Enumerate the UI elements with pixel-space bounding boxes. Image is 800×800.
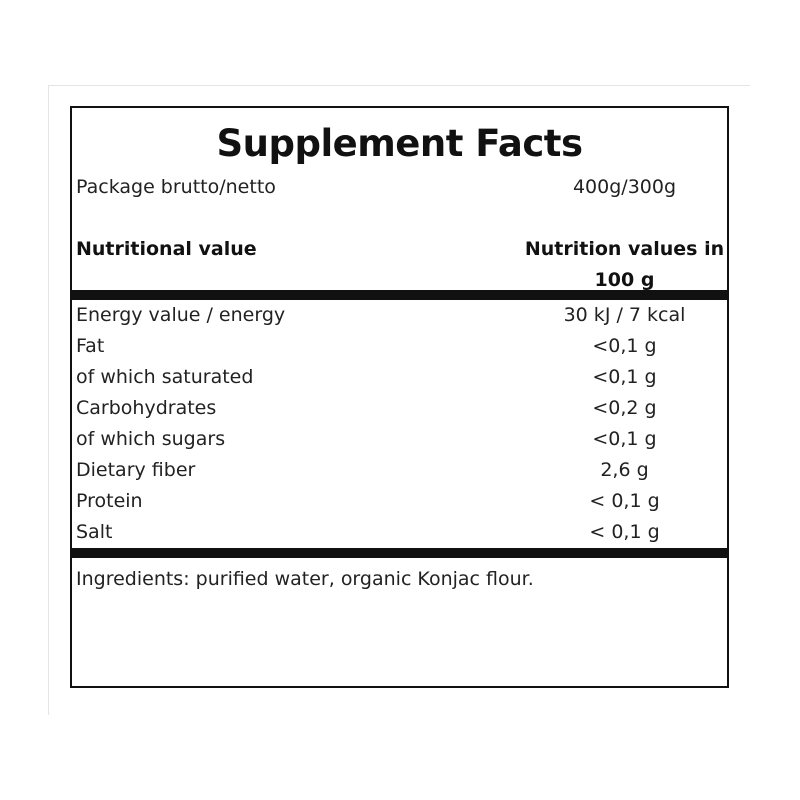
nutrition-row: of which sugars <0,1 g bbox=[72, 426, 727, 457]
supplement-facts-label: Supplement Facts Package brutto/netto 40… bbox=[70, 106, 729, 688]
nutrition-row: of which saturated <0,1 g bbox=[72, 364, 727, 395]
nutrient-name: Fat bbox=[76, 335, 105, 357]
nutrient-name: Salt bbox=[76, 521, 113, 543]
nutrition-row: Dietary fiber 2,6 g bbox=[72, 457, 727, 488]
nutrient-value: 2,6 g bbox=[600, 459, 649, 481]
nutrient-value: 30 kJ / 7 kcal bbox=[563, 304, 686, 326]
ingredients-text: Ingredients: purified water, organic Kon… bbox=[76, 568, 534, 590]
package-value: 400g/300g bbox=[572, 176, 677, 198]
nutrient-value: <0,1 g bbox=[592, 335, 657, 357]
nutrient-name: of which saturated bbox=[76, 366, 254, 388]
nutrition-row: Energy value / energy 30 kJ / 7 kcal bbox=[72, 302, 727, 333]
nutrition-row: Fat <0,1 g bbox=[72, 333, 727, 364]
nutrient-value: <0,1 g bbox=[592, 428, 657, 450]
nutrient-value: < 0,1 g bbox=[589, 521, 660, 543]
nutrition-row: Protein < 0,1 g bbox=[72, 488, 727, 519]
thick-divider bbox=[72, 290, 727, 300]
thick-divider bbox=[72, 548, 727, 558]
nutritional-value-header: Nutritional value bbox=[76, 238, 257, 260]
nutrition-row: Salt < 0,1 g bbox=[72, 519, 727, 550]
label-title: Supplement Facts bbox=[216, 122, 583, 165]
page-frame bbox=[48, 85, 750, 715]
nutrient-value: < 0,1 g bbox=[589, 490, 660, 512]
package-label: Package brutto/netto bbox=[76, 176, 276, 198]
nutrient-name: Energy value / energy bbox=[76, 304, 286, 326]
nutrient-name: Protein bbox=[76, 490, 143, 512]
nutrient-name: Dietary fiber bbox=[76, 459, 196, 481]
nutrient-value: <0,2 g bbox=[592, 397, 657, 419]
nutrition-row: Carbohydrates <0,2 g bbox=[72, 395, 727, 426]
nutrition-values-unit: 100 g bbox=[594, 269, 655, 291]
nutrient-value: <0,1 g bbox=[592, 366, 657, 388]
nutrition-values-header: Nutrition values in bbox=[524, 238, 725, 260]
nutrient-name: of which sugars bbox=[76, 428, 226, 450]
nutrient-name: Carbohydrates bbox=[76, 397, 217, 419]
